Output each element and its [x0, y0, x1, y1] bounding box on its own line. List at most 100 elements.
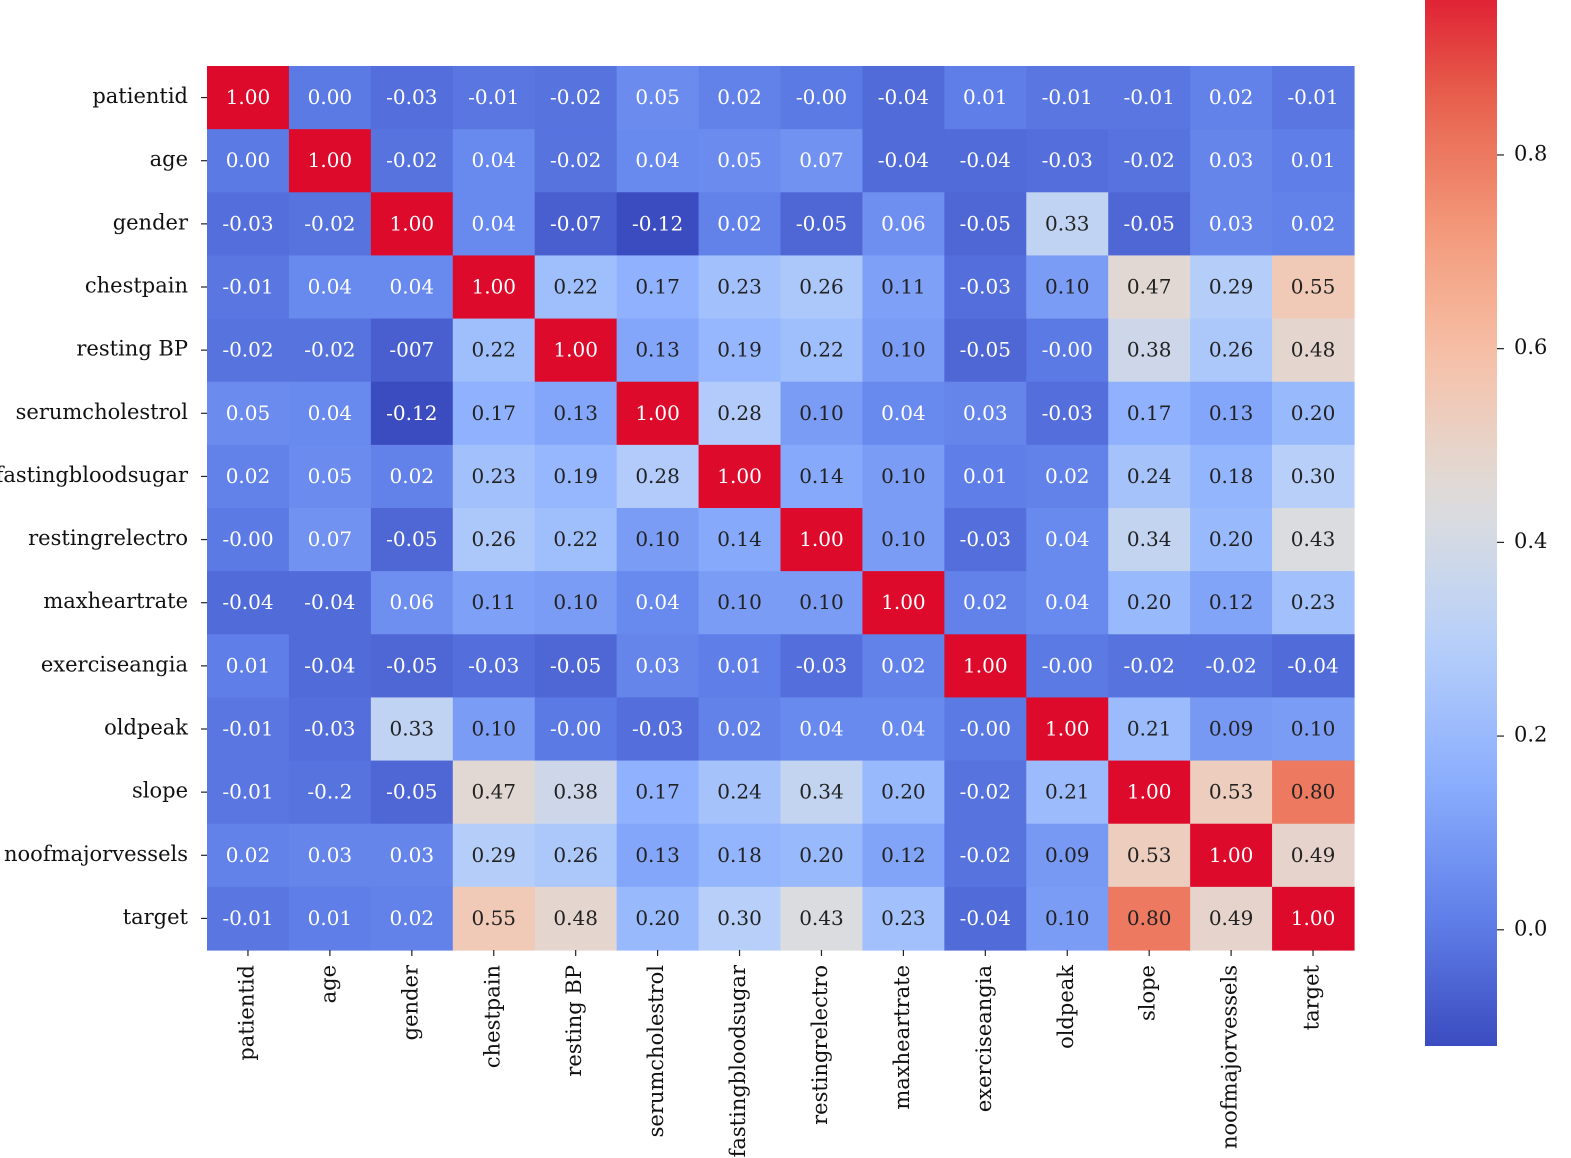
heatmap-cell-serumcholestrol-exerciseangia — [944, 381, 1027, 446]
heatmap-cell-slope-chestpain — [452, 760, 536, 825]
heatmap-cell-gender-serumcholestrol — [616, 192, 700, 257]
cell-value-label: -0.12 — [632, 211, 683, 235]
column-label-chestpain: chestpain — [480, 965, 504, 1068]
cell-value-label: -0.02 — [1124, 653, 1175, 677]
heatmap-cell-oldpeak-patientid — [207, 697, 290, 762]
cell-value-label: 0.26 — [799, 275, 844, 299]
cell-value-label: -0.05 — [1124, 211, 1175, 235]
heatmap-cell-restingrelectro-noofmajorvessels — [1190, 508, 1273, 572]
heatmap-cell-noofmajorvessels-fastingbloodsugar — [698, 823, 782, 888]
cell-value-label: 0.49 — [1209, 906, 1254, 930]
heatmap-cell-gender-noofmajorvessels — [1190, 192, 1273, 257]
cell-value-label: 0.26 — [1209, 338, 1254, 362]
cell-value-label: 0.00 — [308, 85, 353, 109]
heatmap-cell-maxheartrate-oldpeak — [1026, 571, 1109, 635]
heatmap-cell-restingrelectro-slope — [1108, 508, 1191, 572]
heatmap-cell-serumcholestrol-oldpeak — [1026, 381, 1109, 446]
cell-value-label: -0.01 — [1042, 85, 1093, 109]
cell-value-label: 0.03 — [1209, 211, 1254, 235]
row-label-maxheartrate: maxheartrate — [43, 589, 188, 613]
heatmap-cell-oldpeak-chestpain — [452, 697, 536, 762]
cell-value-label: 0.05 — [308, 464, 353, 488]
heatmap-cell-exerciseangia-age — [288, 634, 372, 699]
heatmap-cell-restingrelectro-gender — [370, 508, 454, 572]
cell-value-label: -0.03 — [960, 527, 1011, 551]
cell-value-label: 0.24 — [717, 780, 762, 804]
cell-value-label: -0.04 — [878, 85, 929, 109]
heatmap-cell-exerciseangia-serumcholestrol — [616, 634, 700, 699]
heatmap-cell-oldpeak-target — [1272, 697, 1355, 762]
cell-value-label: 0.06 — [881, 211, 926, 235]
cell-value-label: 0.10 — [471, 717, 516, 741]
heatmap-cell-maxheartrate-gender — [370, 571, 454, 635]
cell-value-label: 0.17 — [635, 780, 680, 804]
heatmap-cell-slope-restingrelectro — [780, 760, 864, 825]
cell-value-label: 0.11 — [471, 590, 516, 614]
colorbar-tick-label: 0.8 — [1514, 141, 1547, 165]
row-label-chestpain: chestpain — [85, 274, 188, 298]
heatmap-cell-resting-bp-maxheartrate — [862, 318, 945, 383]
cell-value-label: 0.04 — [471, 211, 516, 235]
heatmap-cell-noofmajorvessels-maxheartrate — [862, 823, 945, 888]
heatmap-cell-maxheartrate-resting-bp — [534, 571, 618, 635]
column-label-fastingbloodsugar: fastingbloodsugar — [726, 964, 750, 1157]
heatmap-cell-chestpain-exerciseangia — [944, 255, 1027, 320]
cell-value-label: 0.80 — [1127, 906, 1172, 930]
cell-value-label: 0.02 — [226, 464, 271, 488]
cell-value-label: 0.19 — [553, 464, 598, 488]
cell-value-label: 0.04 — [1045, 590, 1090, 614]
heatmap-cell-target-resting-bp — [534, 886, 618, 951]
heatmap-cell-oldpeak-serumcholestrol — [616, 697, 700, 762]
cell-value-label: 0.04 — [635, 590, 680, 614]
cell-value-label: 0.10 — [881, 338, 926, 362]
colorbar-tick-label: 0.6 — [1514, 335, 1547, 359]
heatmap-cell-serumcholestrol-maxheartrate — [862, 381, 945, 446]
row-label-resting-bp: resting BP — [76, 337, 188, 361]
cell-value-label: -0.03 — [222, 211, 273, 235]
cell-value-label: -0.02 — [550, 85, 601, 109]
cell-value-label: 0.24 — [1127, 464, 1172, 488]
row-label-target: target — [123, 905, 189, 929]
heatmap-cell-resting-bp-resting-bp — [534, 318, 618, 383]
heatmap-cell-serumcholestrol-target — [1272, 381, 1355, 446]
heatmap-cell-gender-resting-bp — [534, 192, 618, 257]
cell-value-label: 0.20 — [881, 780, 926, 804]
heatmap-cell-maxheartrate-fastingbloodsugar — [698, 571, 782, 635]
cell-value-label: 0.03 — [635, 653, 680, 677]
column-label-age: age — [316, 965, 340, 1003]
cell-value-label: 1.00 — [471, 275, 516, 299]
heatmap-cell-serumcholestrol-fastingbloodsugar — [698, 381, 782, 446]
cell-value-label: 0.02 — [963, 590, 1008, 614]
cell-value-label: 0.13 — [553, 401, 598, 425]
heatmap-cell-resting-bp-target — [1272, 318, 1355, 383]
cell-value-label: 1.00 — [1209, 843, 1254, 867]
colorbar-gradient — [1425, 0, 1497, 1046]
cell-value-label: 0.11 — [881, 275, 926, 299]
cell-value-label: 0.05 — [717, 148, 762, 172]
heatmap-cell-fastingbloodsugar-chestpain — [452, 444, 536, 509]
heatmap-cell-exerciseangia-exerciseangia — [944, 634, 1027, 699]
cell-value-label: 0.38 — [553, 780, 598, 804]
heatmap-cell-slope-age — [288, 760, 372, 825]
cell-value-label: 0.04 — [635, 148, 680, 172]
cell-value-label: 0.02 — [717, 85, 762, 109]
cell-value-label: 0.29 — [1209, 275, 1254, 299]
cell-value-label: 0.28 — [635, 464, 680, 488]
heatmap-cell-serumcholestrol-patientid — [207, 381, 290, 446]
column-label-noofmajorvessels: noofmajorvessels — [1218, 965, 1242, 1149]
heatmap-cell-target-chestpain — [452, 886, 536, 951]
cell-value-label: 0.55 — [1291, 275, 1336, 299]
cell-value-label: -0.02 — [386, 148, 437, 172]
heatmap-cell-noofmajorvessels-exerciseangia — [944, 823, 1027, 888]
cell-value-label: 0.30 — [1291, 464, 1336, 488]
cell-value-label: -0.00 — [550, 717, 601, 741]
heatmap-cell-fastingbloodsugar-patientid — [207, 444, 290, 509]
cell-value-label: 1.00 — [1045, 717, 1090, 741]
heatmap-cell-age-restingrelectro — [780, 129, 864, 193]
heatmap-cell-chestpain-gender — [370, 255, 454, 320]
cell-value-label: 0.03 — [1209, 148, 1254, 172]
heatmap-cell-exerciseangia-fastingbloodsugar — [698, 634, 782, 699]
heatmap-cell-chestpain-target — [1272, 255, 1355, 320]
cell-value-label: 0.38 — [1127, 338, 1172, 362]
